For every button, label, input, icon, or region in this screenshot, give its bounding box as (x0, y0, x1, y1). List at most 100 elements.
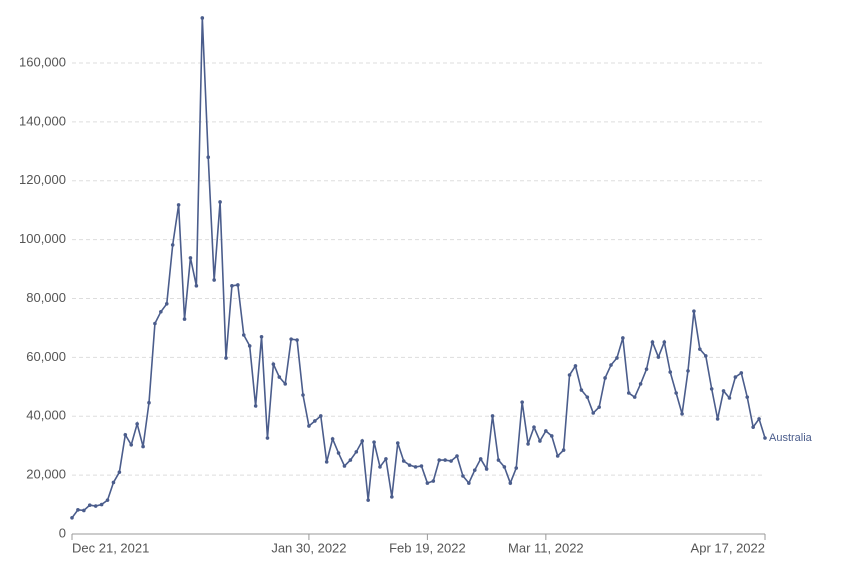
point (99, 502, 104, 507)
point (330, 437, 335, 441)
point (526, 442, 530, 446)
point (709, 387, 714, 391)
point (318, 414, 323, 418)
point (757, 417, 761, 421)
y-tick-label: 20,000 (26, 467, 66, 482)
point (437, 458, 442, 462)
point (751, 425, 755, 429)
point (733, 375, 738, 379)
point (206, 155, 211, 159)
point (259, 334, 264, 339)
point (632, 395, 637, 399)
point (698, 347, 702, 351)
point (82, 508, 86, 513)
point (289, 337, 293, 341)
point (461, 474, 465, 478)
point (449, 459, 453, 463)
point (111, 480, 116, 485)
point (621, 336, 625, 340)
point (538, 439, 542, 443)
point (615, 356, 619, 360)
point (123, 432, 128, 437)
point (597, 405, 601, 409)
point (674, 391, 678, 395)
point (567, 373, 572, 377)
x-tick-label: Apr 17, 2022 (691, 540, 765, 555)
point (271, 362, 276, 366)
point (472, 468, 477, 472)
x-tick-label: Feb 19, 2022 (389, 540, 466, 555)
point (763, 436, 767, 440)
point (579, 388, 584, 392)
point (194, 284, 199, 288)
point (147, 400, 151, 405)
point (644, 367, 649, 371)
point (561, 448, 566, 452)
point (360, 439, 365, 443)
point (603, 376, 607, 380)
point (301, 393, 305, 397)
point (135, 422, 139, 426)
point (419, 464, 424, 468)
point (236, 283, 240, 287)
point (721, 389, 726, 393)
point (745, 395, 750, 399)
point (218, 200, 222, 204)
point (348, 458, 353, 462)
point (609, 363, 613, 367)
point (686, 369, 690, 373)
point (224, 356, 228, 360)
point (295, 338, 299, 342)
point (230, 284, 234, 288)
x-tick-label: Mar 11, 2022 (508, 540, 584, 555)
point (354, 450, 359, 454)
point (425, 481, 430, 485)
point (265, 436, 270, 440)
point (638, 382, 643, 386)
point (170, 243, 175, 247)
point (105, 498, 110, 502)
point (188, 256, 193, 260)
point (739, 371, 744, 375)
point (153, 321, 157, 326)
point (544, 429, 548, 433)
point (549, 434, 554, 438)
point (727, 396, 732, 400)
point (591, 411, 596, 415)
point (200, 16, 205, 20)
point (117, 470, 122, 474)
point (407, 463, 412, 467)
point (182, 317, 187, 321)
y-tick-label: 100,000 (19, 231, 66, 246)
point (283, 382, 288, 386)
point (342, 464, 347, 468)
point (164, 301, 169, 306)
point (585, 395, 590, 399)
point (484, 467, 489, 471)
point (87, 503, 92, 507)
point (93, 504, 98, 508)
point (313, 419, 317, 423)
point (395, 441, 400, 445)
point (390, 495, 394, 499)
point (496, 458, 501, 462)
point (532, 425, 536, 429)
point (253, 404, 258, 408)
point (490, 414, 495, 418)
point (336, 451, 341, 455)
point (650, 340, 655, 344)
point (413, 465, 418, 469)
point (443, 458, 447, 462)
point (520, 400, 524, 404)
point (378, 465, 382, 469)
y-tick-label: 80,000 (26, 290, 66, 305)
y-tick-label: 160,000 (19, 54, 66, 69)
point (366, 498, 370, 502)
point (455, 454, 459, 458)
point (431, 479, 436, 483)
point (277, 375, 282, 379)
point (508, 481, 513, 485)
point (372, 440, 376, 444)
